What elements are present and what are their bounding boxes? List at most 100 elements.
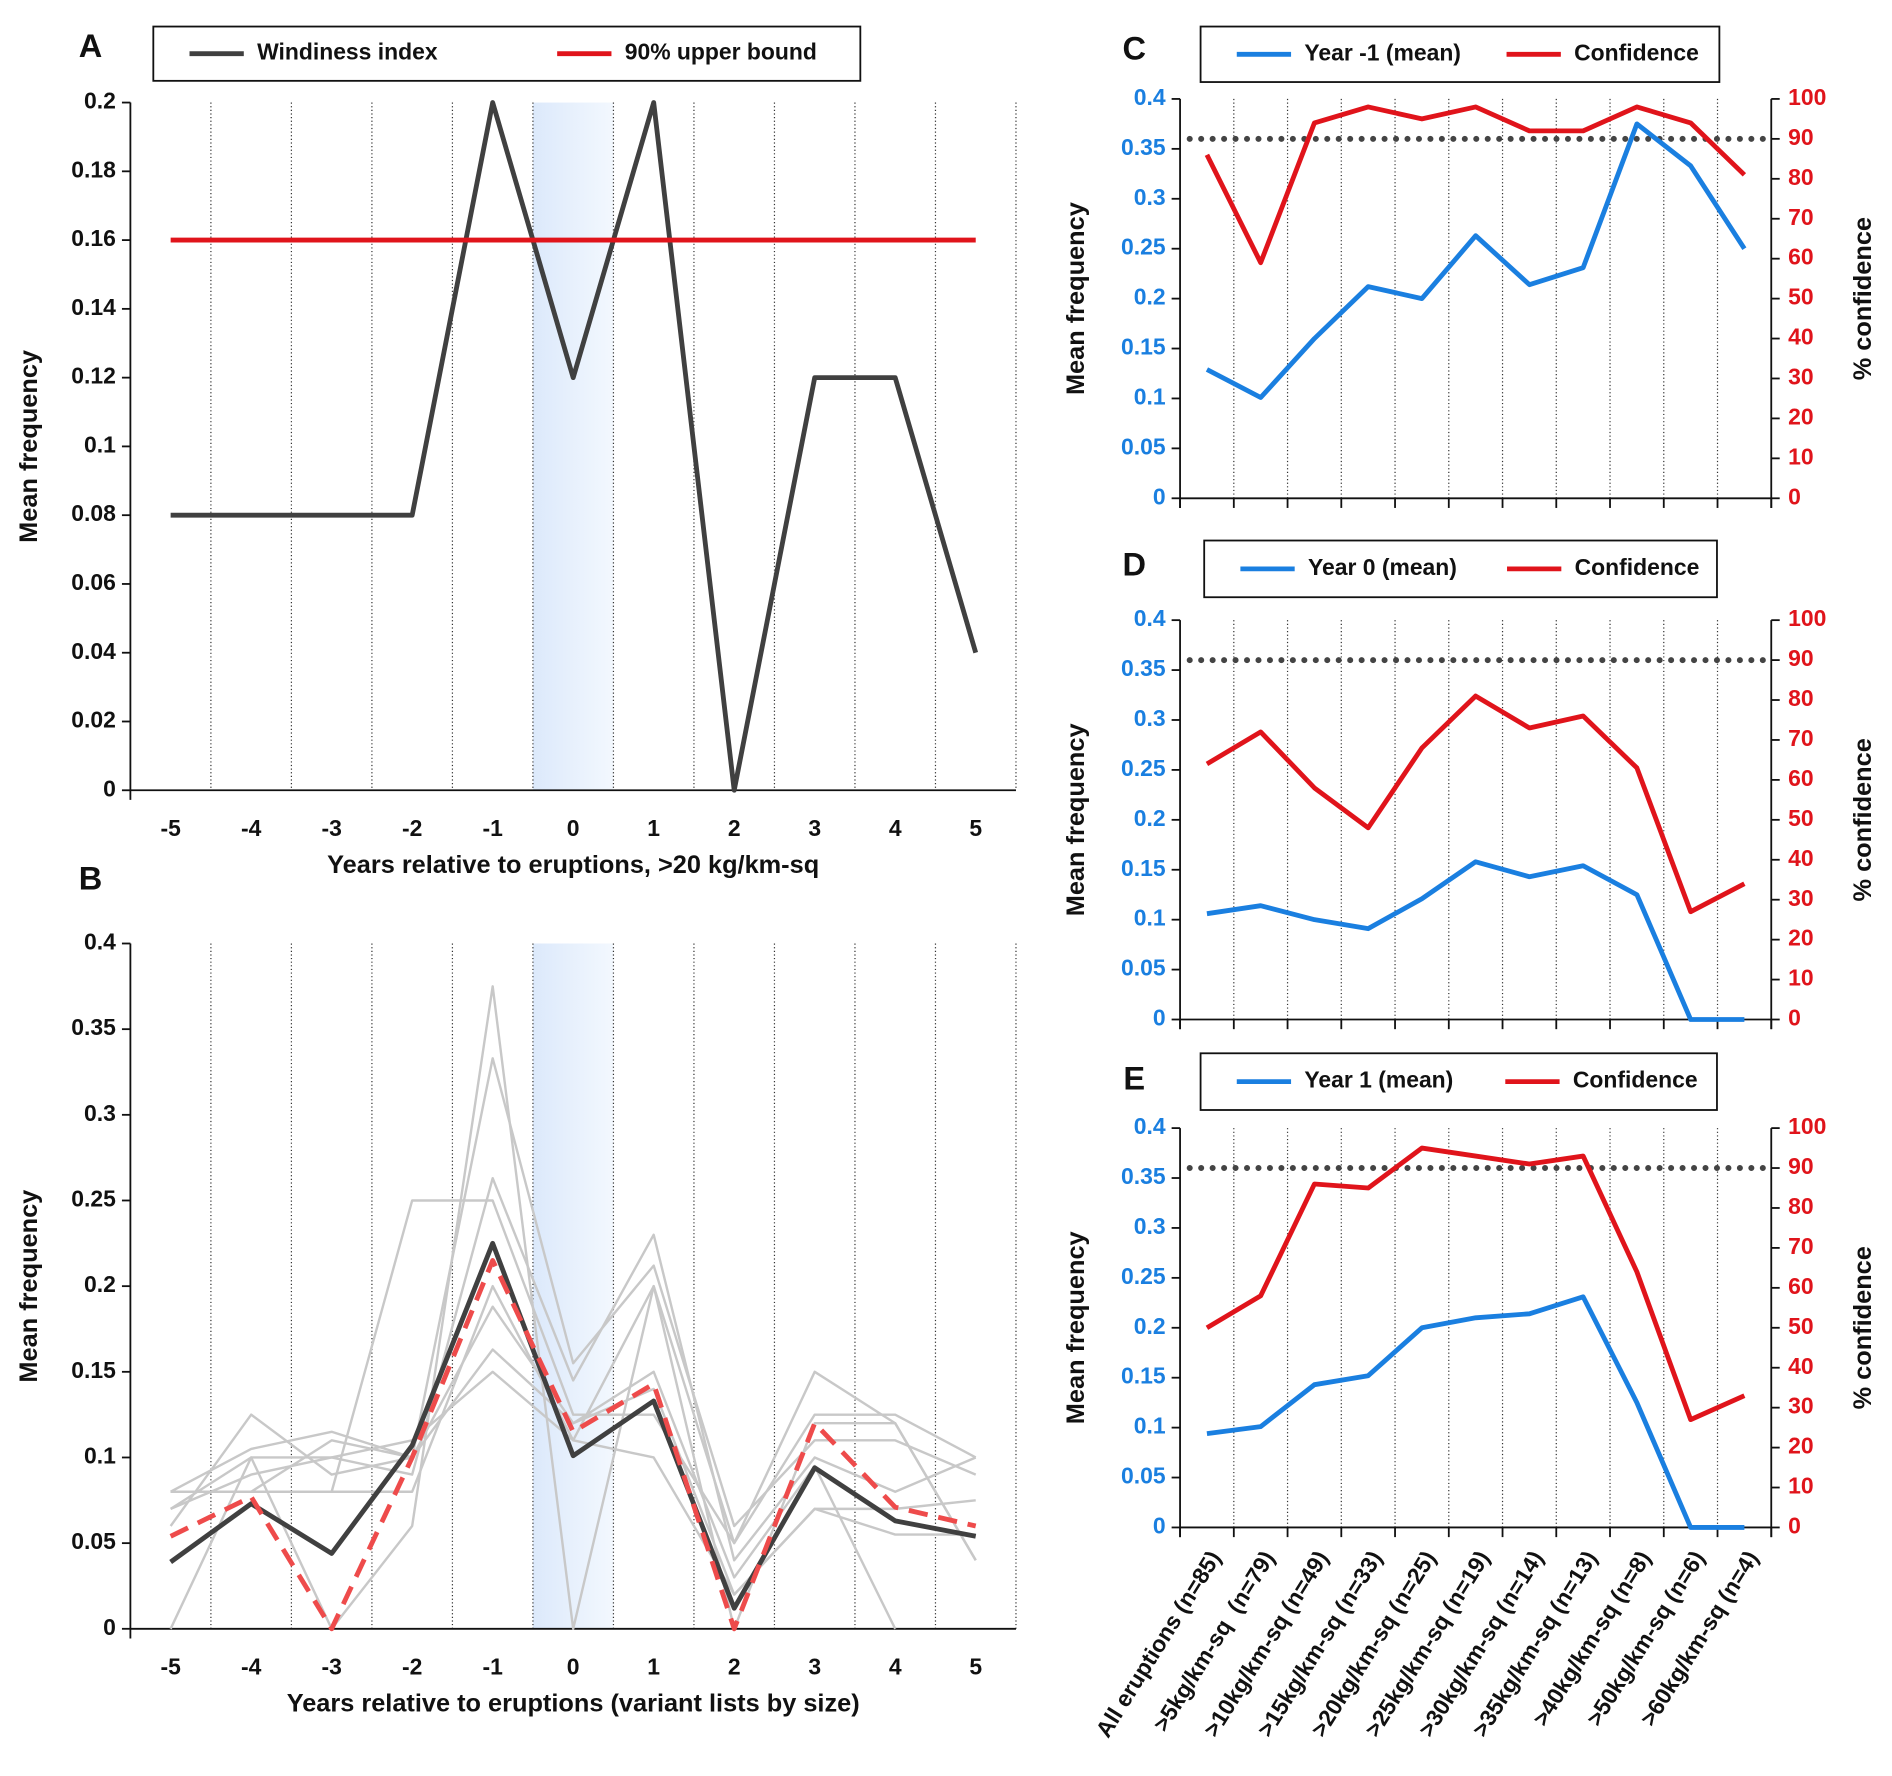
y-tick-label: 0.4: [1134, 84, 1166, 110]
x-tick-label: -4: [241, 815, 262, 841]
y-tick-label: 0: [103, 775, 116, 801]
y-tick-label: 0.1: [84, 1443, 116, 1469]
series-line: [169, 1370, 976, 1596]
legend-label: 90% upper bound: [625, 39, 817, 65]
y2-tick-label: 100: [1788, 1113, 1826, 1139]
y-tick-label: 0: [103, 1614, 116, 1640]
legend-box: [152, 25, 862, 82]
y2-tick-label: 10: [1788, 443, 1813, 469]
y-tick-label: 0: [1153, 1513, 1166, 1539]
panel-label: B: [79, 860, 103, 896]
y-tick-label: 0.08: [71, 500, 116, 526]
x-tick-label: -2: [402, 815, 422, 841]
y-tick-label: 0.1: [84, 431, 116, 457]
x-tick-label: 5: [969, 815, 982, 841]
y2-tick-label: 20: [1788, 403, 1813, 429]
y2-tick-label: 90: [1788, 645, 1813, 671]
legend-label: Confidence: [1575, 554, 1700, 580]
x-axis-label: Years relative to eruptions (variant lis…: [287, 1690, 860, 1718]
legend-label: Year 0 (mean): [1308, 554, 1457, 580]
y-tick-label: 0.15: [1121, 334, 1166, 360]
y-tick-label: 0.2: [84, 88, 116, 114]
y2-tick-label: 80: [1788, 164, 1813, 190]
y2-tick-label: 50: [1788, 1313, 1813, 1339]
y2-tick-label: 40: [1788, 324, 1813, 350]
x-tick-label: -1: [482, 815, 503, 841]
legend-label: Confidence: [1573, 1067, 1698, 1093]
y2-tick-label: 90: [1788, 124, 1813, 150]
legend-label: Confidence: [1574, 39, 1699, 65]
x-tick-label: -5: [160, 1654, 181, 1680]
panel-label: D: [1122, 547, 1146, 583]
series-line: [170, 1177, 977, 1562]
x-tick-label: 4: [889, 1654, 902, 1680]
y-tick-label: 0.3: [1134, 705, 1166, 731]
y-tick-label: 0.05: [1121, 1463, 1166, 1489]
y-axis-label: Mean frequency: [1062, 202, 1090, 395]
legend-label: Year 1 (mean): [1304, 1067, 1453, 1093]
y-tick-label: 0.3: [84, 1100, 116, 1126]
x-tick-label: 2: [728, 815, 741, 841]
y-tick-label: 0.14: [71, 294, 116, 320]
y-axis-label: Mean frequency: [15, 1190, 43, 1383]
y-tick-label: 0.05: [71, 1528, 116, 1554]
y-tick-label: 0.2: [84, 1271, 116, 1297]
y2-axis-label: % confidence: [1849, 217, 1877, 380]
y-tick-label: 0.02: [71, 707, 116, 733]
y-tick-label: 0.1: [1134, 384, 1166, 410]
y-tick-label: 0.2: [1134, 805, 1166, 831]
y2-tick-label: 70: [1788, 725, 1813, 751]
series-line: [169, 1258, 977, 1632]
y-tick-label: 0.1: [1134, 1413, 1166, 1439]
y-tick-label: 0.3: [1134, 184, 1166, 210]
y-axis-label: Mean frequency: [1062, 723, 1090, 916]
y-tick-label: 0.35: [1121, 134, 1166, 160]
y-tick-label: 0.12: [71, 363, 116, 389]
x-tick-label: -4: [241, 1654, 262, 1680]
series-line: [169, 985, 977, 1631]
y-tick-label: 0.06: [71, 569, 116, 595]
y-tick-label: 0.04: [71, 638, 116, 664]
series-line: [170, 100, 979, 793]
x-tick-label: 4: [889, 815, 902, 841]
series-line: [1206, 859, 1745, 1022]
series-line: [169, 1240, 977, 1611]
y-tick-label: 0.15: [1121, 1363, 1166, 1389]
y-tick-label: 0.25: [1121, 1263, 1166, 1289]
y2-tick-label: 20: [1788, 925, 1813, 951]
y2-tick-label: 80: [1788, 1193, 1813, 1219]
y-tick-label: 0.4: [1134, 1113, 1166, 1139]
y-tick-label: 0.4: [1134, 605, 1166, 631]
y-tick-label: 0.3: [1134, 1213, 1166, 1239]
y2-tick-label: 30: [1788, 1393, 1813, 1419]
y2-axis-label: % confidence: [1849, 1246, 1877, 1409]
y-axis-label: Mean frequency: [15, 350, 43, 543]
y-tick-label: 0.16: [71, 225, 116, 251]
y-tick-label: 0.18: [71, 156, 116, 182]
y2-tick-label: 60: [1788, 1273, 1813, 1299]
y-tick-label: 0: [1153, 483, 1166, 509]
x-tick-label: 3: [808, 1654, 821, 1680]
series-line: [1204, 104, 1747, 266]
y2-tick-label: 10: [1788, 1473, 1813, 1499]
highlight-band: [532, 102, 614, 791]
x-tick-label: -5: [160, 815, 181, 841]
y2-tick-label: 70: [1788, 204, 1813, 230]
x-axis-label: Years relative to eruptions, >20 kg/km-s…: [327, 851, 819, 879]
y-tick-label: 0.35: [1121, 1163, 1166, 1189]
x-tick-label: 3: [808, 815, 821, 841]
series-line: [1205, 693, 1746, 915]
y-tick-label: 0.15: [1121, 855, 1166, 881]
x-tick-label: -3: [321, 815, 341, 841]
panel-label: A: [79, 28, 103, 64]
series-line: [1205, 1145, 1746, 1423]
y-tick-label: 0.2: [1134, 1313, 1166, 1339]
y-tick-label: 0.1: [1134, 905, 1166, 931]
y2-tick-label: 10: [1788, 965, 1813, 991]
y2-tick-label: 50: [1788, 805, 1813, 831]
x-tick-label: 1: [647, 815, 660, 841]
y-tick-label: 0.35: [1121, 655, 1166, 681]
x-tick-label: 2: [728, 1654, 741, 1680]
panel-label: C: [1122, 30, 1146, 66]
